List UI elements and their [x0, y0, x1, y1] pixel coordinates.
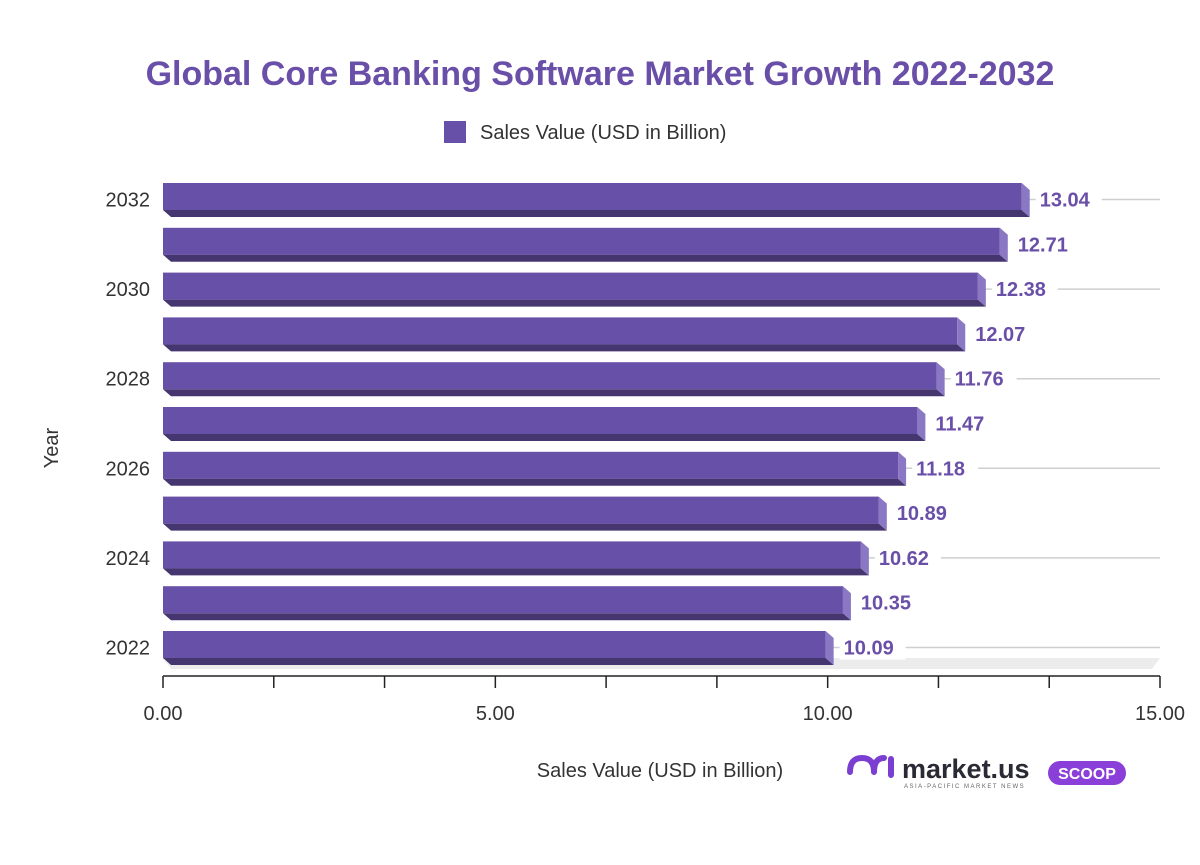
data-label: 10.89 — [897, 503, 947, 525]
chart-title: Global Core Banking Software Market Grow… — [146, 55, 1055, 93]
bar-2032 — [163, 183, 1022, 210]
data-label-bg — [1035, 187, 1102, 212]
data-label: 10.62 — [879, 548, 929, 570]
bar-side-face — [898, 451, 907, 486]
bar-2029 — [163, 317, 958, 345]
bar-side-face — [936, 362, 945, 397]
x-tick-label: 10.00 — [803, 703, 853, 725]
bar-2028 — [163, 362, 937, 390]
bar-bottom-face — [163, 299, 986, 307]
bar-bottom-face — [163, 254, 1008, 262]
bar-2031 — [163, 227, 1000, 255]
data-label: 11.18 — [916, 458, 965, 480]
data-label-bg — [1013, 232, 1080, 257]
logo-tagline: ASIA-PACIFIC MARKET NEWS — [904, 784, 1025, 790]
bar-bottom-face — [163, 344, 966, 352]
y-tick-label: 2028 — [106, 369, 151, 391]
bar-bottom-face — [163, 613, 851, 621]
bar-2022 — [163, 631, 826, 658]
data-label: 11.76 — [955, 369, 1004, 391]
x-tick-label: 15.00 — [1135, 703, 1185, 725]
data-label-bg — [874, 545, 941, 570]
bar-2025 — [163, 496, 879, 524]
logo-brand: market.us — [902, 754, 1030, 784]
bar-side-face — [917, 407, 926, 441]
market-us-logo: market.us ASIA-PACIFIC MARKET NEWS SCOOP — [847, 754, 1126, 790]
bar-bottom-face — [163, 389, 945, 397]
bar-bottom-face — [163, 210, 1030, 217]
data-label: 11.47 — [935, 414, 984, 436]
bar-bottom-face — [163, 478, 907, 486]
x-tick-label: 5.00 — [476, 703, 515, 725]
y-tick-label: 2022 — [106, 638, 151, 660]
data-label-bg — [931, 411, 998, 436]
bar-side-face — [860, 541, 869, 576]
data-label: 10.35 — [861, 593, 911, 615]
data-label-bg — [950, 366, 1017, 391]
bar-2026 — [163, 451, 899, 479]
bar-bottom-face — [163, 568, 869, 576]
y-tick-label: 2026 — [106, 458, 151, 480]
data-label-bg — [892, 501, 959, 526]
y-tick-label: 2032 — [106, 190, 151, 212]
bar-2023 — [163, 586, 843, 614]
bar-side-face — [957, 317, 966, 352]
x-axis-title: Sales Value (USD in Billion) — [537, 760, 783, 782]
x-tick-label: 0.00 — [144, 703, 183, 725]
y-axis-title: Year — [41, 427, 63, 468]
data-label: 10.09 — [844, 638, 894, 660]
data-label-bg — [856, 590, 923, 615]
data-label-bg — [839, 635, 906, 660]
bar-bottom-face — [163, 658, 834, 665]
bar-2027 — [163, 407, 918, 434]
logo-badge: SCOOP — [1058, 766, 1116, 783]
legend-swatch — [444, 121, 466, 143]
bar-2030 — [163, 272, 978, 300]
data-label-bg — [991, 277, 1058, 302]
bar-side-face — [878, 496, 887, 531]
bar-side-face — [1021, 183, 1030, 217]
bar-side-face — [999, 227, 1008, 262]
bar-bottom-face — [163, 523, 887, 531]
data-label: 12.07 — [975, 324, 1025, 346]
bar-side-face — [825, 631, 834, 665]
data-label-bg — [971, 321, 1038, 346]
y-tick-label: 2030 — [106, 279, 151, 301]
data-label: 12.71 — [1018, 234, 1068, 256]
bar-side-face — [842, 586, 851, 621]
data-label: 13.04 — [1040, 190, 1091, 212]
bar-2024 — [163, 541, 861, 569]
legend-label: Sales Value (USD in Billion) — [480, 122, 726, 144]
data-label: 12.38 — [996, 279, 1046, 301]
data-label-bg — [912, 456, 979, 481]
bar-bottom-face — [163, 434, 926, 441]
bar-side-face — [977, 272, 986, 307]
y-tick-label: 2024 — [106, 548, 151, 570]
